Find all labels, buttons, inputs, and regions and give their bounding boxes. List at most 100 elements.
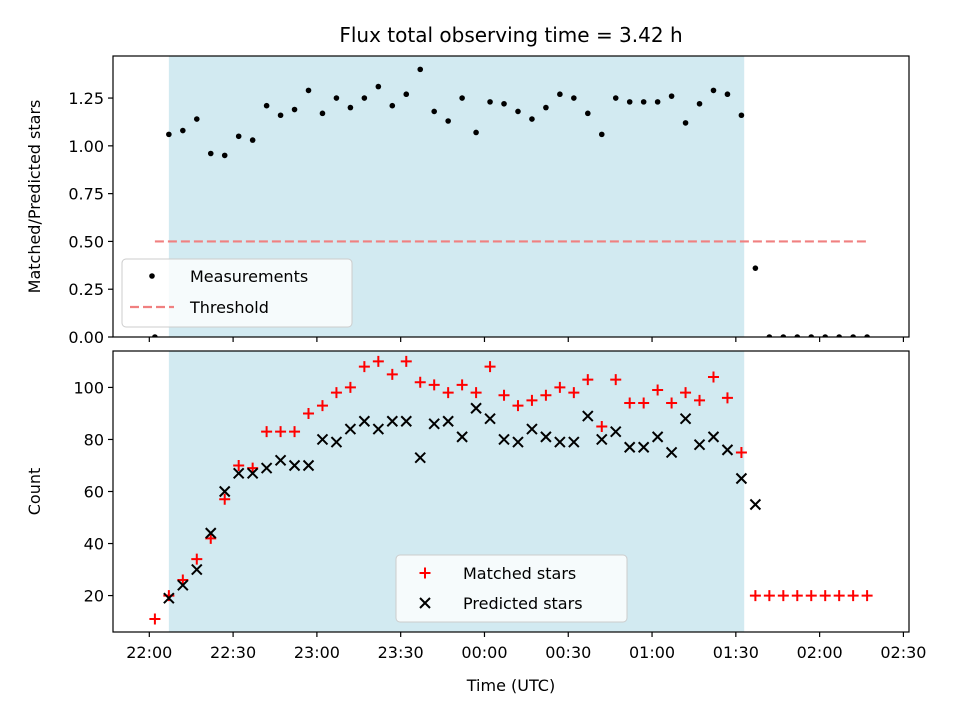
matched-star-point [554,381,566,393]
matched-star-point [386,368,398,380]
y-tick-label: 20 [84,587,104,606]
measurement-point [277,112,284,119]
predicted-star-point [470,402,482,414]
plot-area [152,66,870,337]
matched-star-point [303,407,315,419]
predicted-star-point [721,444,734,456]
predicted-star-point [163,592,175,604]
measurement-point [431,108,437,115]
matched-star-point [358,361,370,373]
predicted-star-point [344,423,357,435]
measurement-point [626,99,633,105]
y-tick-label: 0.50 [68,232,104,251]
matched-star-point [861,590,873,602]
predicted-star-point [456,431,468,443]
measurement-point [347,104,354,111]
matched-star-point [694,394,706,406]
y-axis-label: Matched/Predicted stars [25,100,44,294]
y-tick-label: 80 [84,430,104,449]
matched-star-point [470,387,482,399]
predicted-star-point [372,423,385,435]
predicted-star-point [679,412,692,425]
y-tick-label: 1.25 [68,89,104,108]
measurement-point [193,116,200,122]
predicted-star-point [596,433,608,446]
matched-star-point [624,397,636,409]
measurement-point [682,120,689,126]
predicted-star-point [526,423,538,435]
predicted-star-point [232,467,245,479]
measurement-point [808,334,815,337]
predicted-star-point [512,436,524,448]
predicted-star-point [260,462,273,474]
predicted-star-point [610,425,622,438]
bottom-panel-counts: 20 40 60 80 100 Count 22:00 22:30 23:00 23:30 00:0… [25,350,926,695]
matched-star-point [749,590,761,602]
matched-star-point [680,387,692,399]
y-tick-label: 100 [73,378,104,397]
y-tick-label: 0.25 [68,280,104,299]
legend: Measurements Threshold [121,258,353,328]
predicted-star-point [316,433,329,446]
predicted-star-point [484,412,496,425]
matched-star-point [763,590,775,602]
predicted-star-point [219,485,231,498]
legend: Matched stars Predicted stars [395,554,628,623]
matched-star-point [596,420,608,432]
series-matched-stars [149,355,873,625]
measurement-point [361,95,368,101]
matched-star-point [177,574,189,586]
matched-star-point [247,462,259,474]
x-tick-label: 22:00 [126,643,172,662]
measurement-point [445,118,451,124]
x-tick-label: 23:30 [378,643,424,662]
measurement-point [780,334,787,337]
x-tick-label: 00:00 [461,643,507,662]
matched-star-point [456,379,468,391]
matched-star-point [721,392,733,404]
measurement-point [319,110,326,117]
measurement-point [515,108,521,115]
series-predicted-stars [163,402,762,604]
measurement-point [375,83,382,90]
predicted-star-point [414,451,426,464]
matched-star-point [414,376,426,388]
predicted-star-point [246,467,259,479]
measurement-point [263,102,270,109]
predicted-star-point [651,431,664,443]
y-axis-label: Count [25,468,44,516]
measurement-point [417,66,424,73]
legend-plus-marker [419,567,431,579]
predicted-star-point [623,441,636,453]
predicted-star-point [540,431,552,443]
measurement-point [850,334,856,337]
predicted-star-point [428,418,440,430]
measurement-point [152,334,158,337]
measurement-point [612,95,619,101]
measurement-point [724,91,731,98]
matched-star-point [568,387,580,399]
predicted-star-point [358,415,371,427]
plot-area [149,355,873,625]
measurement-point [180,127,186,134]
measurement-point [543,104,549,111]
x-tick-label: 23:00 [294,643,340,662]
measurement-point [696,100,703,107]
matched-star-point [819,590,831,602]
legend-box [395,554,628,623]
y-tick-label: 60 [84,483,104,502]
x-tick-label: 00:30 [545,643,591,662]
matched-star-point [330,387,342,399]
measurement-point [598,131,605,138]
predicted-star-point [707,431,720,443]
predicted-star-point [637,441,650,453]
predicted-star-point [302,459,315,472]
matched-star-point [833,590,845,602]
y-tick-label: 40 [84,535,104,554]
legend-label-predicted: Predicted stars [463,594,583,613]
matched-star-point [652,384,664,396]
predicted-star-point [735,472,748,485]
y-tick-label: 0.75 [68,185,104,204]
predicted-star-point [274,454,287,466]
